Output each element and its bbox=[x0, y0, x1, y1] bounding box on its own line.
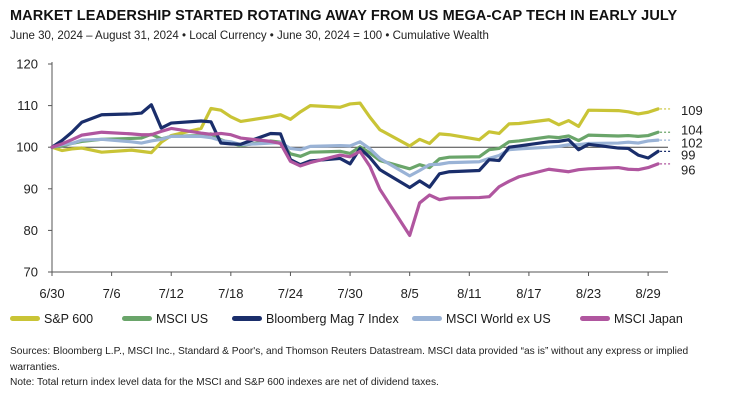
legend-swatch bbox=[10, 316, 40, 322]
x-tick-label: 7/30 bbox=[337, 286, 362, 301]
legend-item: MSCI Japan bbox=[580, 312, 683, 326]
chart-title: MARKET LEADERSHIP STARTED ROTATING AWAY … bbox=[10, 8, 678, 24]
legend-label: S&P 600 bbox=[44, 312, 94, 326]
y-tick-label: 90 bbox=[24, 181, 38, 196]
x-tick-label: 8/17 bbox=[516, 286, 541, 301]
legend-label: MSCI Japan bbox=[614, 312, 683, 326]
chart-legend: S&P 600 MSCI US Bloomberg Mag 7 Index MSCI … bbox=[10, 312, 740, 332]
legend-swatch bbox=[412, 316, 442, 322]
series-end-label: 102 bbox=[681, 136, 703, 151]
legend-item: MSCI World ex US bbox=[412, 312, 551, 326]
x-tick-label: 7/18 bbox=[218, 286, 243, 301]
y-tick-label: 110 bbox=[17, 98, 38, 113]
series-end-label: 96 bbox=[681, 163, 695, 178]
series-end-label: 99 bbox=[681, 148, 695, 163]
x-tick-label: 8/5 bbox=[401, 286, 419, 301]
x-tick-label: 6/30 bbox=[39, 286, 64, 301]
chart-subtitle: June 30, 2024 – August 31, 2024 • Local … bbox=[10, 30, 489, 42]
legend-item: Bloomberg Mag 7 Index bbox=[232, 312, 399, 326]
x-tick-label: 8/11 bbox=[457, 286, 481, 301]
y-tick-label: 100 bbox=[16, 140, 38, 155]
legend-label: Bloomberg Mag 7 Index bbox=[266, 312, 399, 326]
x-tick-label: 8/29 bbox=[635, 286, 660, 301]
legend-label: MSCI US bbox=[156, 312, 209, 326]
legend-swatch bbox=[580, 316, 610, 322]
sources-note: Sources: Bloomberg L.P., MSCI Inc., Stan… bbox=[10, 346, 689, 373]
chart-notes: Sources: Bloomberg L.P., MSCI Inc., Stan… bbox=[10, 344, 735, 391]
line-chart: 70 80 90 100 110 120 6/30 7/6 7/12 7/18 7/24 7/30 8/… bbox=[16, 57, 703, 302]
series-end-label: 109 bbox=[681, 103, 703, 118]
x-tick-label: 7/6 bbox=[103, 286, 121, 301]
series-line bbox=[50, 101, 660, 155]
dividend-note: Note: Total return index level data for … bbox=[10, 377, 439, 388]
x-tick-label: 7/24 bbox=[278, 286, 303, 301]
series-line bbox=[50, 126, 660, 237]
y-tick-label: 80 bbox=[24, 223, 38, 238]
series-line bbox=[50, 103, 660, 190]
y-tick-label: 70 bbox=[24, 265, 38, 280]
legend-label: MSCI World ex US bbox=[446, 312, 551, 326]
series-line bbox=[50, 130, 660, 171]
legend-item: S&P 600 bbox=[10, 312, 93, 326]
legend-swatch bbox=[122, 316, 152, 322]
x-tick-label: 8/23 bbox=[576, 286, 601, 301]
legend-swatch bbox=[232, 316, 262, 322]
x-tick-label: 7/12 bbox=[159, 286, 184, 301]
series-line bbox=[50, 134, 660, 178]
legend-item: MSCI US bbox=[122, 312, 208, 326]
y-tick-label: 120 bbox=[16, 57, 38, 72]
series-end-label: 104 bbox=[681, 123, 703, 138]
